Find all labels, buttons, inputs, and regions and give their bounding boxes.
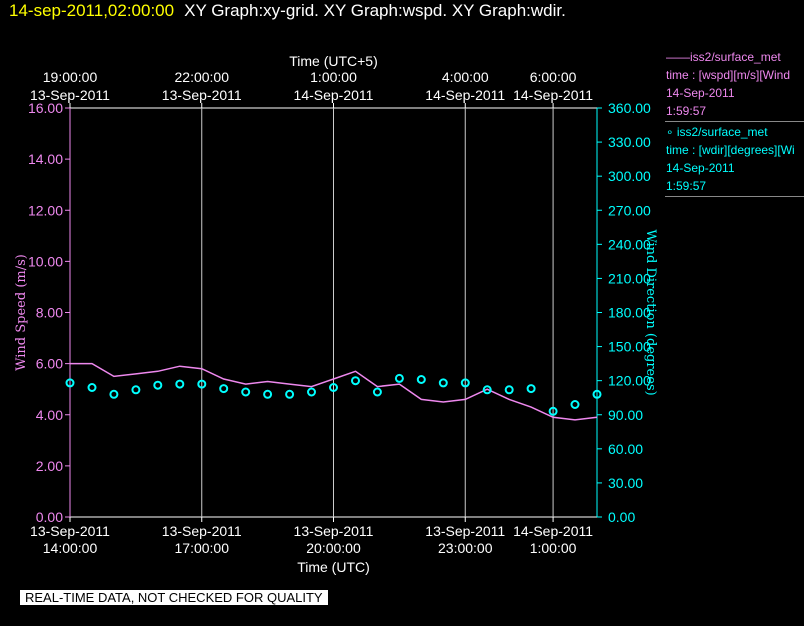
series-point-wdir <box>285 389 295 399</box>
y-tick-label-right: 270.00 <box>608 202 651 218</box>
x-tick-label-bottom-date: 14-Sep-2011 <box>513 523 593 539</box>
x-tick-label-bottom-date: 13-Sep-2011 <box>425 523 505 539</box>
x-axis-title-bottom: Time (UTC) <box>297 559 370 575</box>
legend-entry-wspd: ——iss2/surface_met time : [wspd][m/s][Wi… <box>665 48 804 122</box>
y-tick-label-left: 10.00 <box>28 253 63 269</box>
series-point-wdir <box>109 389 119 399</box>
x-tick-label-top-date: 13-Sep-2011 <box>30 87 110 103</box>
series-point-wdir <box>307 387 316 397</box>
legend-variable: time : [wdir][degrees][Wi <box>666 143 795 157</box>
series-point-wdir <box>438 378 448 388</box>
timestamp: 14-sep-2011,02:00:00 <box>9 1 175 20</box>
y-tick-label-right: 330.00 <box>608 134 651 150</box>
y-tick-label-right: 150.00 <box>608 339 651 355</box>
series-point-wdir <box>87 383 97 392</box>
series-point-wdir <box>372 387 382 397</box>
y-tick-label-left: 8.00 <box>36 305 63 321</box>
legend-series-name: ——iss2/surface_met <box>666 50 781 64</box>
graph-title: XY Graph:xy-grid. XY Graph:wspd. XY Grap… <box>184 1 566 20</box>
x-tick-label-bottom-time: 1:00:00 <box>530 540 577 556</box>
y-tick-label-right: 360.00 <box>608 100 651 116</box>
y-tick-label-right: 210.00 <box>608 270 651 286</box>
legend: ——iss2/surface_met time : [wspd][m/s][Wi… <box>665 48 804 198</box>
series-point-wdir <box>65 378 75 388</box>
x-tick-label-bottom-time: 20:00:00 <box>306 540 361 556</box>
series-point-wdir <box>394 373 404 383</box>
graph-header: 14-sep-2011,02:00:00 XY Graph:xy-grid. XY… <box>9 1 566 21</box>
series-point-wdir <box>153 380 163 390</box>
y-tick-label-left: 16.00 <box>28 100 63 116</box>
y-tick-label-left: 0.00 <box>36 509 63 525</box>
y-tick-label-right: 30.00 <box>608 475 643 491</box>
y-tick-label-right: 120.00 <box>608 373 651 389</box>
y-tick-label-right: 0.00 <box>608 509 635 525</box>
x-tick-label-bottom-date: 13-Sep-2011 <box>30 523 110 539</box>
series-point-wdir <box>548 406 558 416</box>
y-tick-label-left: 4.00 <box>36 407 63 423</box>
y-tick-label-left: 12.00 <box>28 202 63 218</box>
x-tick-label-top-date: 14-Sep-2011 <box>294 87 374 103</box>
series-point-wdir <box>351 376 360 386</box>
y-tick-label-left: 2.00 <box>36 458 63 474</box>
x-tick-label-top-time: 19:00:00 <box>43 69 98 85</box>
legend-series-name: ∘ iss2/surface_met <box>666 125 768 139</box>
y-tick-label-right: 90.00 <box>608 407 643 423</box>
x-tick-label-top-date: 14-Sep-2011 <box>425 87 505 103</box>
series-point-wdir <box>504 385 514 395</box>
x-axis-title-top: Time (UTC+5) <box>289 53 378 69</box>
x-tick-label-top-time: 4:00:00 <box>442 69 489 85</box>
legend-date: 14-Sep-2011 <box>666 161 735 175</box>
y-tick-label-left: 6.00 <box>36 356 63 372</box>
legend-time: 1:59:57 <box>666 179 707 193</box>
y-tick-label-left: 14.00 <box>28 151 63 167</box>
x-tick-label-top-time: 22:00:00 <box>175 69 230 85</box>
series-line-wspd <box>70 362 598 421</box>
legend-entry-wdir: ∘ iss2/surface_met time : [wdir][degrees… <box>665 123 804 197</box>
x-tick-label-top-time: 6:00:00 <box>530 69 577 85</box>
series-point-wdir <box>263 389 273 399</box>
legend-date: 14-Sep-2011 <box>666 86 735 100</box>
x-tick-label-bottom-time: 23:00:00 <box>438 540 493 556</box>
series-point-wdir <box>329 383 338 392</box>
quality-notice: REAL-TIME DATA, NOT CHECKED FOR QUALITY <box>20 590 328 605</box>
legend-time: 1:59:57 <box>666 104 707 118</box>
series-point-wdir <box>482 385 492 395</box>
x-tick-label-bottom-time: 17:00:00 <box>175 540 230 556</box>
series-point-wdir <box>197 379 207 389</box>
y-tick-label-right: 300.00 <box>608 168 651 184</box>
series-point-wdir <box>241 387 251 397</box>
x-tick-label-top-date: 14-Sep-2011 <box>513 87 593 103</box>
x-tick-label-top-time: 1:00:00 <box>310 69 357 85</box>
series-point-wdir <box>219 384 229 394</box>
y-axis-title-left: Wind Speed (m/s) <box>14 254 29 371</box>
series-point-wdir <box>175 379 185 389</box>
series-point-wdir <box>416 375 426 384</box>
y-tick-label-right: 180.00 <box>608 305 651 321</box>
x-tick-label-top-date: 13-Sep-2011 <box>162 87 242 103</box>
series-point-wdir <box>570 400 580 409</box>
series-point-wdir <box>592 389 602 399</box>
series-point-wdir <box>526 384 536 394</box>
legend-variable: time : [wspd][m/s][Wind <box>666 68 791 82</box>
y-tick-label-right: 240.00 <box>608 236 651 252</box>
y-axis-title-right: Wind Direction (degrees) <box>643 229 658 395</box>
series-point-wdir <box>460 378 470 388</box>
x-tick-label-bottom-date: 13-Sep-2011 <box>294 523 374 539</box>
x-tick-label-bottom-time: 14:00:00 <box>43 540 98 556</box>
x-tick-label-bottom-date: 13-Sep-2011 <box>162 523 242 539</box>
y-tick-label-right: 60.00 <box>608 441 643 457</box>
series-point-wdir <box>131 385 141 395</box>
